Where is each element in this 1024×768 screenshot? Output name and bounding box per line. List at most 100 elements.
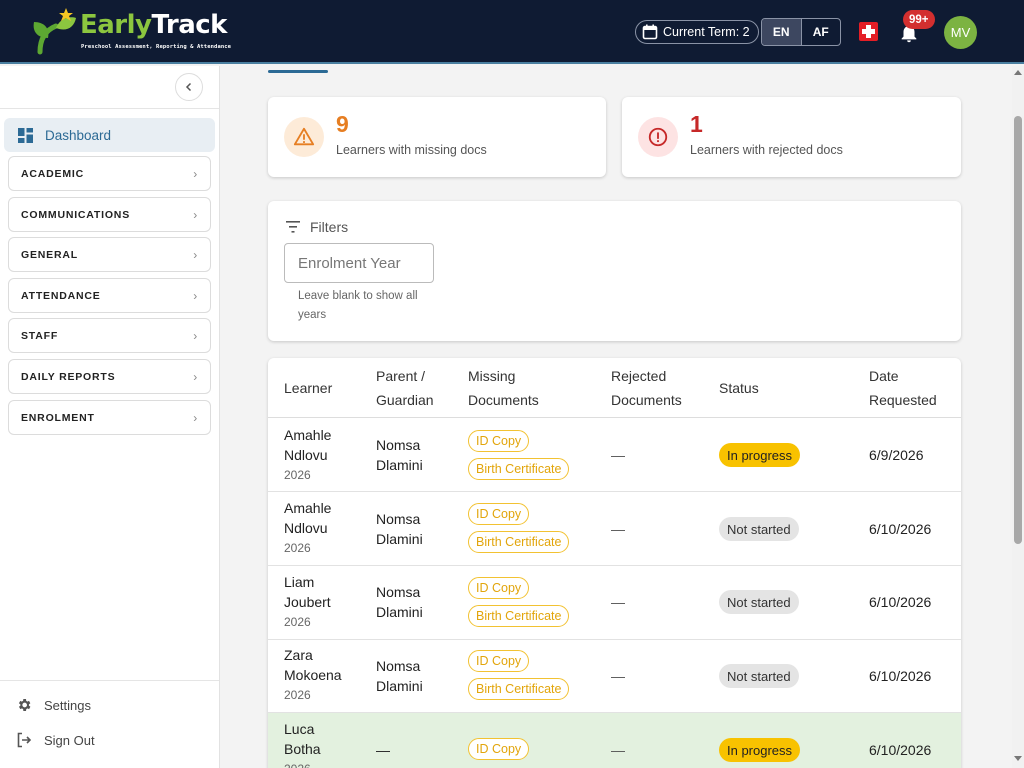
- parent-name: Nomsa Dlamini: [376, 435, 423, 475]
- sidebar-item-label: GENERAL: [21, 248, 78, 261]
- filters-title: Filters: [310, 219, 349, 235]
- sign-out-link[interactable]: Sign Out: [16, 732, 95, 748]
- chevron-right-icon: ›: [193, 288, 198, 303]
- scroll-down-arrow-icon[interactable]: [1014, 756, 1022, 761]
- column-header-learner[interactable]: Learner: [284, 380, 333, 396]
- rejected-docs-label: Learners with rejected docs: [690, 143, 843, 157]
- table-row[interactable]: Zara Mokoena 2026 Nomsa Dlamini ID Copy Bi…: [268, 639, 961, 713]
- date-requested: 6/10/2026: [869, 521, 932, 537]
- sidebar: Dashboard ACADEMIC › COMMUNICATIONS › GENE…: [0, 66, 220, 768]
- top-app-bar: EarlyTrack Preschool Assessment, Reporti…: [0, 0, 1024, 64]
- column-header-rejected-documents[interactable]: Rejected Documents: [611, 364, 682, 412]
- notification-badge: 99+: [903, 10, 935, 29]
- sidebar-item-dashboard[interactable]: Dashboard: [4, 118, 215, 152]
- gear-icon: [18, 699, 31, 711]
- learner-first-name: Luca: [284, 721, 315, 737]
- parent-name: Nomsa Dlamini: [376, 656, 423, 696]
- table-row[interactable]: Liam Joubert 2026 Nomsa Dlamini ID Copy Bi…: [268, 566, 961, 640]
- header-line: Documents: [468, 392, 539, 408]
- user-avatar[interactable]: MV: [944, 16, 977, 49]
- rejected-docs-value: —: [611, 742, 625, 758]
- learner-last-name: Mokoena: [284, 667, 342, 683]
- table-row[interactable]: Amahle Ndlovu 2026 Nomsa Dlamini ID Copy B…: [268, 418, 961, 492]
- sidebar-item-daily-reports[interactable]: DAILY REPORTS ›: [8, 359, 211, 394]
- status-badge: In progress: [719, 443, 801, 467]
- rejected-docs-value: —: [611, 594, 625, 610]
- page-scrollbar[interactable]: [1012, 66, 1024, 768]
- current-term-button[interactable]: Current Term: 2: [635, 20, 759, 44]
- calendar-icon: [642, 24, 658, 40]
- learner-year: 2026: [284, 688, 311, 702]
- table-row[interactable]: Amahle Ndlovu 2026 Nomsa Dlamini ID Copy B…: [268, 492, 961, 566]
- filter-icon: [286, 221, 300, 233]
- current-term-label: Current Term: 2: [663, 25, 750, 39]
- missing-docs-label: Learners with missing docs: [336, 143, 487, 157]
- parent-name: Nomsa Dlamini: [376, 509, 423, 549]
- parent-first-name: Nomsa: [376, 584, 421, 600]
- missing-doc-chip[interactable]: Birth Certificate: [468, 531, 570, 553]
- learner-name: Amahle Ndlovu: [284, 498, 331, 538]
- missing-doc-chip[interactable]: ID Copy: [468, 503, 530, 525]
- missing-documents-table: Learner Parent / Guardian Missing Document…: [268, 358, 961, 768]
- sidebar-item-label: ATTENDANCE: [21, 289, 101, 302]
- sidebar-item-label: Dashboard: [45, 127, 112, 143]
- parent-last-name: Dlamini: [376, 457, 423, 473]
- lang-en-button[interactable]: EN: [762, 19, 802, 45]
- main-content: 9 Learners with missing docs 1 Learners …: [220, 66, 1012, 768]
- rejected-docs-card[interactable]: 1 Learners with rejected docs: [622, 97, 961, 177]
- learner-first-name: Amahle: [284, 500, 332, 516]
- status-badge: Not started: [719, 590, 799, 614]
- status-badge: Not started: [719, 517, 799, 541]
- early-track-logo[interactable]: EarlyTrack Preschool Assessment, Reporti…: [30, 8, 232, 56]
- collapse-sidebar-button[interactable]: [175, 73, 203, 101]
- chevron-right-icon: ›: [193, 410, 198, 425]
- missing-doc-chip[interactable]: Birth Certificate: [468, 458, 570, 480]
- parent-last-name: Dlamini: [376, 678, 423, 694]
- missing-doc-chip[interactable]: ID Copy: [468, 430, 530, 452]
- scroll-up-arrow-icon[interactable]: [1014, 70, 1022, 75]
- table-row[interactable]: Luca Botha 2026 — ID Copy — In progress 6…: [268, 713, 961, 768]
- missing-doc-chip[interactable]: ID Copy: [468, 650, 530, 672]
- header-line: Date: [869, 368, 899, 384]
- language-toggle: EN AF: [761, 18, 841, 46]
- missing-doc-chip[interactable]: ID Copy: [468, 577, 530, 599]
- learner-first-name: Zara: [284, 647, 313, 663]
- header-line: Rejected: [611, 368, 667, 384]
- missing-doc-chip[interactable]: ID Copy: [468, 738, 530, 760]
- parent-last-name: Dlamini: [376, 604, 423, 620]
- learner-year: 2026: [284, 468, 311, 482]
- column-header-status[interactable]: Status: [719, 380, 759, 396]
- sidebar-item-enrolment[interactable]: ENROLMENT ›: [8, 400, 211, 435]
- sidebar-item-general[interactable]: GENERAL ›: [8, 237, 211, 272]
- date-requested: 6/10/2026: [869, 594, 932, 610]
- sidebar-item-staff[interactable]: STAFF ›: [8, 318, 211, 353]
- rejected-docs-value: —: [611, 447, 625, 463]
- header-line: Documents: [611, 392, 682, 408]
- learner-name: Zara Mokoena: [284, 645, 342, 685]
- status-badge: Not started: [719, 664, 799, 688]
- emergency-plus-icon[interactable]: [859, 22, 878, 41]
- missing-doc-chip[interactable]: Birth Certificate: [468, 605, 570, 627]
- learner-first-name: Amahle: [284, 427, 332, 443]
- learner-name: Luca Botha: [284, 719, 321, 759]
- brand-tagline: Preschool Assessment, Reporting & Attend…: [81, 44, 232, 50]
- sidebar-item-academic[interactable]: ACADEMIC ›: [8, 156, 211, 191]
- dashboard-icon: [18, 127, 33, 143]
- column-header-parent[interactable]: Parent / Guardian: [376, 364, 434, 412]
- column-header-missing-documents[interactable]: Missing Documents: [468, 364, 539, 412]
- lang-af-button[interactable]: AF: [812, 25, 829, 39]
- column-header-date-requested[interactable]: Date Requested: [869, 364, 937, 412]
- date-requested: 6/10/2026: [869, 668, 932, 684]
- settings-link[interactable]: Settings: [16, 697, 91, 713]
- scrollbar-thumb[interactable]: [1014, 116, 1022, 544]
- rejected-docs-count: 1: [690, 111, 703, 137]
- missing-docs-card[interactable]: 9 Learners with missing docs: [268, 97, 606, 177]
- learner-last-name: Joubert: [284, 594, 331, 610]
- missing-doc-chip[interactable]: Birth Certificate: [468, 678, 570, 700]
- chevron-right-icon: ›: [193, 328, 198, 343]
- enrolment-year-input[interactable]: Enrolment Year: [284, 243, 434, 283]
- filters-card: Filters Enrolment Year Leave blank to sh…: [268, 201, 961, 341]
- sidebar-item-communications[interactable]: COMMUNICATIONS ›: [8, 197, 211, 232]
- sidebar-item-attendance[interactable]: ATTENDANCE ›: [8, 278, 211, 313]
- sidebar-divider: [0, 108, 219, 109]
